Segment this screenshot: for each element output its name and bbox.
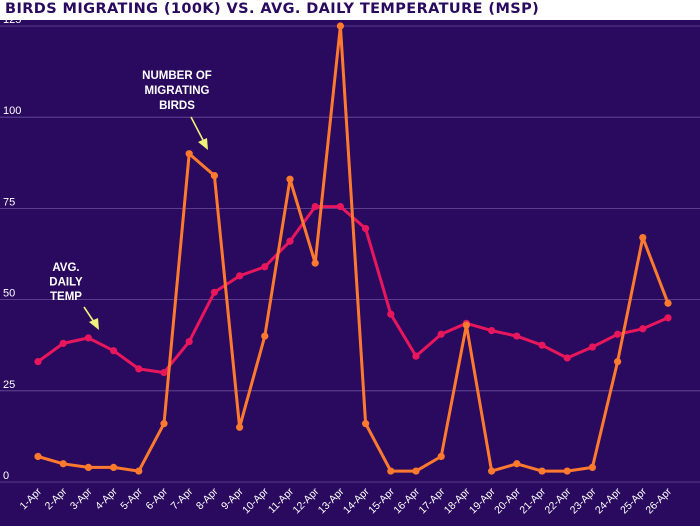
birds-data-point <box>437 452 445 461</box>
birds-data-point <box>261 332 269 340</box>
x-tick-label: 7-Apr <box>169 485 196 512</box>
birds-data-point <box>135 467 143 475</box>
temp-data-point <box>160 368 168 377</box>
temp-data-point <box>588 343 597 351</box>
birds-data-point <box>614 358 622 366</box>
temp-data-point <box>286 237 294 245</box>
temp-data-point <box>110 347 118 355</box>
x-tick-label: 25-Apr <box>618 485 649 516</box>
temp-data-point <box>513 332 521 340</box>
birds-data-point <box>362 420 370 428</box>
x-tick-label: 23-Apr <box>568 485 599 516</box>
chart-title: BIRDS MIGRATING (100K) VS. AVG. DAILY TE… <box>5 1 540 17</box>
birds-data-point <box>513 460 521 468</box>
annotation-temp-label: DAILY <box>49 277 83 289</box>
annotation-temp-arrowhead <box>89 318 99 330</box>
birds-data-point <box>387 467 395 475</box>
x-tick-label: 5-Apr <box>118 485 145 512</box>
birds-data-point <box>286 175 294 183</box>
birds-data-point <box>160 420 168 428</box>
temp-data-point <box>664 314 672 322</box>
x-tick-label: 11-Apr <box>266 485 297 516</box>
temp-data-point <box>261 263 269 271</box>
x-tick-label: 16-Apr <box>391 485 422 516</box>
x-tick-label: 15-Apr <box>366 485 397 516</box>
x-tick-label: 20-Apr <box>492 485 523 516</box>
annotation-birds-label: MIGRATING <box>145 85 210 97</box>
annotation-birds-arrowhead <box>198 138 208 150</box>
x-tick-label: 26-Apr <box>643 485 674 516</box>
birds-data-point <box>462 321 470 329</box>
y-tick-label: 100 <box>3 105 21 117</box>
x-tick-label: 24-Apr <box>593 485 624 516</box>
birds-data-point <box>34 452 42 461</box>
y-tick-label: 25 <box>3 379 15 391</box>
temp-data-point <box>34 358 42 366</box>
temp-data-point <box>614 330 622 338</box>
y-tick-label: 0 <box>3 470 9 482</box>
temp-data-point <box>336 202 344 211</box>
x-tick-label: 3-Apr <box>68 485 95 512</box>
temp-data-point <box>236 272 244 280</box>
x-tick-label: 13-Apr <box>316 485 347 516</box>
temp-data-point <box>311 202 319 211</box>
x-tick-label: 4-Apr <box>93 485 120 512</box>
annotation-temp-label: TEMP <box>50 291 82 303</box>
temp-data-point <box>563 354 571 362</box>
title-bar: BIRDS MIGRATING (100K) VS. AVG. DAILY TE… <box>0 0 700 20</box>
birds-data-point <box>210 171 218 180</box>
birds-data-point <box>488 467 496 475</box>
birds-data-point <box>538 467 546 475</box>
birds-data-point <box>185 150 193 158</box>
annotation-birds-label: NUMBER OF <box>142 70 212 82</box>
temp-data-point <box>639 325 647 333</box>
birds-data-point <box>563 467 571 475</box>
birds-data-point <box>639 233 647 242</box>
x-tick-label: 19-Apr <box>467 485 498 516</box>
birds-data-point <box>336 22 344 30</box>
birds-data-point <box>664 299 672 307</box>
temp-data-point <box>412 352 420 360</box>
temp-data-point <box>488 327 496 335</box>
temp-data-point <box>210 288 218 296</box>
temp-data-point <box>59 339 67 347</box>
birds-series-line <box>37 24 670 473</box>
annotation-birds-arrow <box>190 116 205 143</box>
x-tick-label: 17-Apr <box>417 485 448 516</box>
temp-data-point <box>387 310 395 318</box>
annotation-birds-label: BIRDS <box>159 100 195 112</box>
birds-data-point <box>412 467 420 475</box>
birds-data-point <box>110 463 118 472</box>
temp-data-point <box>135 365 143 373</box>
x-tick-label: 1-Apr <box>17 485 44 512</box>
annotation-temp-label: AVG. <box>52 262 79 274</box>
x-tick-label: 18-Apr <box>442 485 473 516</box>
birds-data-point <box>84 463 92 472</box>
temp-data-point <box>437 330 445 338</box>
x-tick-label: 2-Apr <box>43 485 70 512</box>
temp-data-point <box>362 224 370 233</box>
x-tick-label: 21-Apr <box>517 485 548 516</box>
birds-data-point <box>311 259 319 267</box>
birds-data-point <box>236 423 244 431</box>
temp-data-point <box>538 341 546 349</box>
temp-data-point <box>185 337 193 346</box>
temp-data-point <box>84 334 92 342</box>
y-tick-label: 75 <box>3 196 15 208</box>
x-tick-label: 22-Apr <box>543 485 574 516</box>
y-tick-label: 50 <box>3 288 15 300</box>
birds-data-point <box>588 463 597 472</box>
annotation-temp-arrow <box>83 306 95 323</box>
x-tick-label: 8-Apr <box>194 485 221 512</box>
birds-data-point <box>59 460 67 468</box>
x-tick-label: 14-Apr <box>341 485 372 516</box>
x-tick-label: 10-Apr <box>240 485 271 516</box>
x-tick-label: 12-Apr <box>291 485 322 516</box>
y-tick-label: 125 <box>3 14 21 26</box>
x-tick-label: 6-Apr <box>143 485 170 512</box>
